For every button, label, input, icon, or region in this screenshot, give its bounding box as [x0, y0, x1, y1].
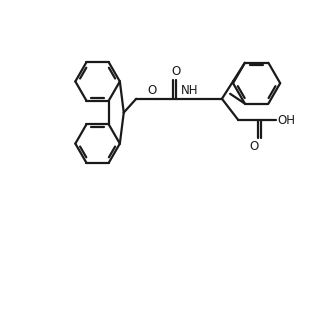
Text: O: O — [147, 84, 156, 97]
Text: O: O — [172, 65, 181, 78]
Text: OH: OH — [277, 114, 295, 126]
Text: NH: NH — [181, 84, 198, 97]
Text: O: O — [249, 140, 258, 153]
